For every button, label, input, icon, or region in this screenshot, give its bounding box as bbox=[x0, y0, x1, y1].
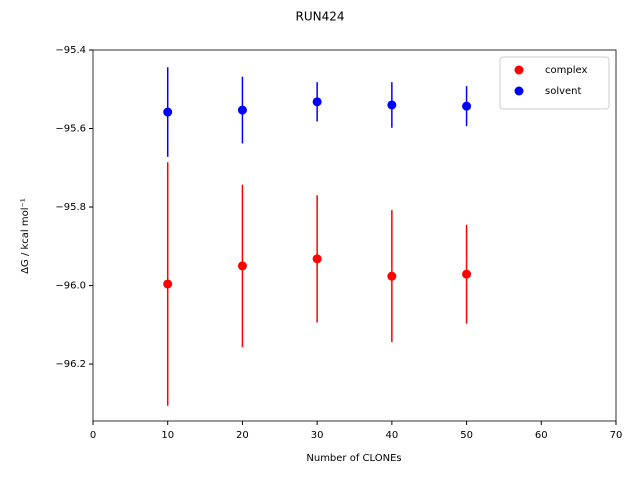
legend-marker bbox=[514, 86, 524, 96]
legend-box bbox=[499, 56, 610, 110]
x-tick-label: 60 bbox=[535, 430, 548, 441]
y-tick-label: −95.4 bbox=[55, 45, 86, 56]
point bbox=[237, 105, 247, 115]
x-tick-label: 30 bbox=[311, 430, 324, 441]
y-axis-label: ΔG / kcal mol⁻¹ bbox=[20, 198, 31, 274]
point bbox=[163, 107, 173, 117]
point bbox=[312, 254, 322, 264]
y-tick-label: −95.8 bbox=[55, 202, 86, 213]
legend-label: solvent bbox=[545, 86, 582, 97]
point bbox=[387, 271, 397, 281]
point bbox=[462, 101, 472, 111]
legend-label: complex bbox=[545, 65, 587, 76]
x-tick-label: 0 bbox=[90, 430, 96, 441]
y-tick-label: −96.2 bbox=[55, 359, 86, 370]
x-tick-label: 40 bbox=[385, 430, 398, 441]
x-tick-label: 20 bbox=[236, 430, 249, 441]
point bbox=[462, 269, 472, 279]
x-axis-label: Number of CLONEs bbox=[306, 453, 401, 464]
legend-marker bbox=[514, 65, 524, 75]
point bbox=[163, 279, 173, 289]
point bbox=[237, 261, 247, 271]
point bbox=[312, 97, 322, 107]
axes-frame bbox=[92, 49, 617, 422]
x-tick-label: 50 bbox=[460, 430, 473, 441]
x-tick-label: 10 bbox=[161, 430, 174, 441]
y-tick-label: −96.0 bbox=[55, 281, 86, 292]
chart-title: RUN424 bbox=[295, 10, 344, 24]
y-tick-label: −95.6 bbox=[55, 124, 86, 135]
point bbox=[387, 100, 397, 110]
x-tick-label: 70 bbox=[610, 430, 623, 441]
